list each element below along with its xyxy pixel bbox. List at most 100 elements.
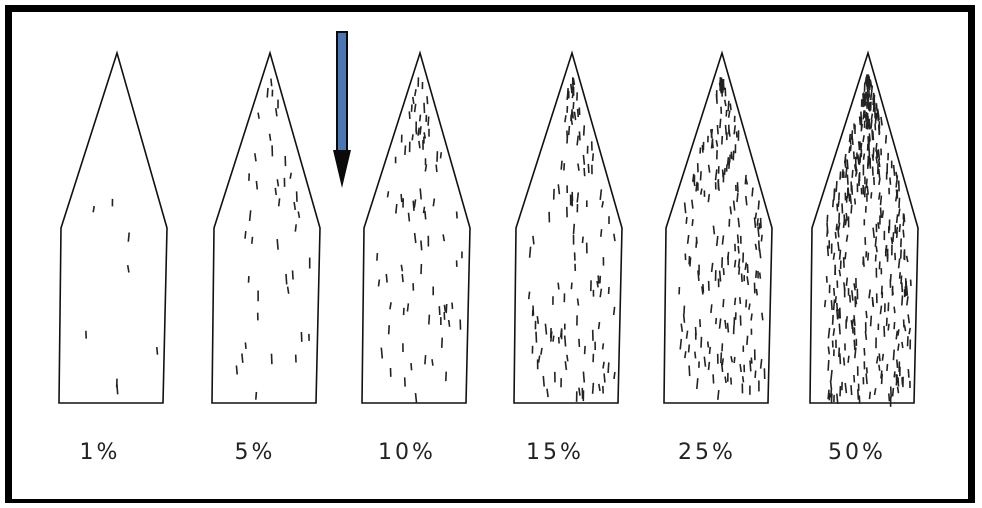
dash-mark xyxy=(596,280,599,288)
dash-mark xyxy=(868,289,871,299)
dash-mark xyxy=(844,153,847,162)
dash-mark xyxy=(455,211,458,219)
dash-mark xyxy=(830,393,833,404)
dash-mark xyxy=(422,206,426,214)
dash-mark xyxy=(862,135,865,143)
dash-mark xyxy=(557,282,560,290)
dash-mark xyxy=(873,388,877,396)
dash-mark xyxy=(877,111,880,121)
dash-mark xyxy=(875,245,878,253)
dash-mark xyxy=(387,325,390,335)
dash-mark xyxy=(733,259,737,268)
dash-mark xyxy=(862,153,866,160)
dash-mark xyxy=(680,323,684,332)
dash-mark xyxy=(758,272,762,279)
dash-mark xyxy=(854,347,857,359)
pencil-shape-6 xyxy=(809,50,919,407)
dash-mark xyxy=(266,87,269,98)
dash-mark xyxy=(419,188,422,200)
dash-mark xyxy=(867,136,870,147)
dash-mark xyxy=(863,347,866,356)
dash-mark xyxy=(576,192,580,203)
dash-mark xyxy=(426,96,429,105)
dash-mark xyxy=(851,290,854,301)
dash-mark xyxy=(599,189,603,200)
dash-mark xyxy=(603,373,606,383)
dash-mark xyxy=(897,329,900,336)
dash-mark xyxy=(699,319,702,328)
dash-mark xyxy=(550,331,553,342)
dash-mark xyxy=(888,393,891,402)
dash-mark xyxy=(906,336,909,347)
dash-mark xyxy=(875,103,878,112)
dash-mark xyxy=(427,116,430,126)
dash-mark xyxy=(865,373,868,385)
dash-mark xyxy=(597,275,600,284)
dash-mark xyxy=(853,283,856,291)
dash-mark xyxy=(903,324,907,332)
dash-mark xyxy=(838,269,842,277)
dash-mark xyxy=(873,94,876,104)
dash-mark xyxy=(723,99,727,107)
density-dashes xyxy=(235,78,311,400)
pencil-shape-1 xyxy=(58,50,168,404)
dash-mark xyxy=(830,369,833,381)
dash-mark xyxy=(827,360,830,371)
dash-mark xyxy=(892,164,896,176)
dash-mark xyxy=(835,223,838,231)
dash-mark xyxy=(582,371,586,383)
dash-mark xyxy=(733,125,736,135)
dash-mark xyxy=(557,184,561,195)
dash-mark xyxy=(276,179,280,187)
dash-mark xyxy=(572,101,575,110)
dash-mark xyxy=(873,102,876,110)
dash-mark xyxy=(831,314,834,325)
dash-mark xyxy=(829,388,833,398)
dash-mark xyxy=(707,361,711,371)
dash-mark xyxy=(836,393,839,404)
dash-mark xyxy=(694,326,697,336)
dash-mark xyxy=(423,102,426,114)
dash-mark xyxy=(870,119,873,129)
dash-mark xyxy=(868,80,871,89)
dash-mark xyxy=(257,112,260,119)
dash-mark xyxy=(895,330,899,340)
dash-mark xyxy=(442,234,446,242)
dash-mark xyxy=(853,198,857,205)
dash-mark xyxy=(858,116,862,126)
dash-mark xyxy=(685,330,689,339)
dash-mark xyxy=(395,203,398,214)
dash-mark xyxy=(865,310,868,319)
dash-mark xyxy=(880,373,883,385)
dash-mark xyxy=(721,135,724,145)
pencil-shape-4 xyxy=(513,50,623,404)
dash-mark xyxy=(901,341,904,349)
dash-mark xyxy=(563,335,567,347)
dash-mark xyxy=(404,145,407,155)
dash-mark xyxy=(720,352,723,364)
dash-mark xyxy=(833,189,836,201)
dash-mark xyxy=(883,325,886,337)
dash-mark xyxy=(745,178,749,185)
dash-mark xyxy=(687,344,691,353)
dash-mark xyxy=(864,331,868,340)
dash-mark xyxy=(726,157,730,166)
dash-mark xyxy=(286,286,290,294)
dash-mark xyxy=(733,356,736,364)
dash-mark xyxy=(878,261,881,270)
dash-mark xyxy=(688,365,691,377)
dash-mark xyxy=(712,374,715,384)
dash-mark xyxy=(852,151,855,160)
dash-mark xyxy=(877,149,881,160)
dash-mark xyxy=(528,246,532,258)
dash-mark xyxy=(871,296,874,306)
dash-mark xyxy=(297,211,301,219)
dash-mark xyxy=(739,363,742,373)
dash-mark xyxy=(420,240,423,251)
dash-mark xyxy=(898,197,901,209)
dash-mark xyxy=(867,75,871,84)
dash-mark xyxy=(413,103,417,113)
dash-mark xyxy=(721,235,725,245)
density-dashes xyxy=(678,77,766,400)
